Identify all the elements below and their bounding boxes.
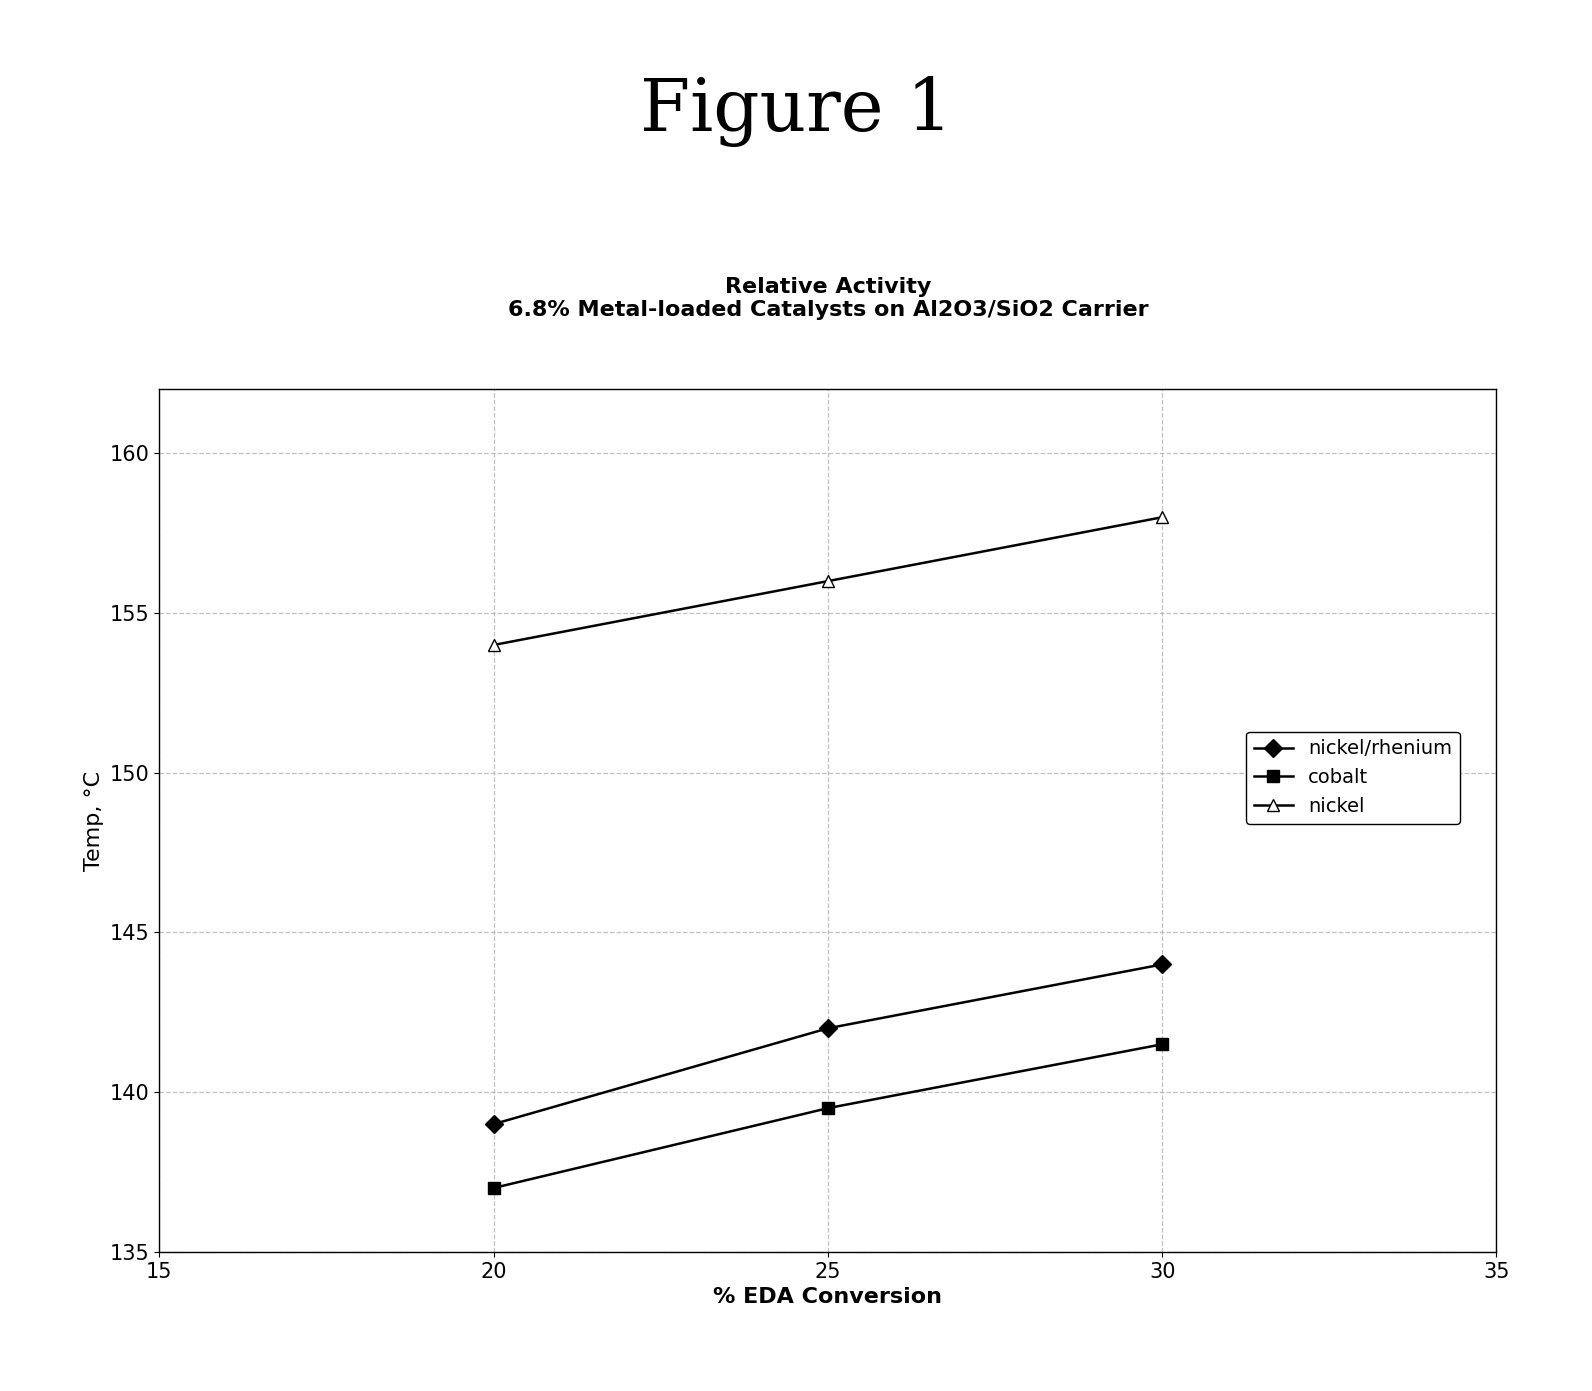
cobalt xyxy=(818,1100,837,1117)
Line: nickel: nickel xyxy=(487,510,1169,651)
Text: Figure 1: Figure 1 xyxy=(640,75,952,147)
Line: nickel/rhenium: nickel/rhenium xyxy=(487,958,1169,1131)
nickel xyxy=(484,637,503,654)
cobalt xyxy=(484,1180,503,1196)
Text: Relative Activity
6.8% Metal-loaded Catalysts on Al2O3/SiO2 Carrier: Relative Activity 6.8% Metal-loaded Cata… xyxy=(508,277,1148,320)
Legend: nickel/rhenium, cobalt, nickel: nickel/rhenium, cobalt, nickel xyxy=(1247,732,1460,823)
Line: cobalt: cobalt xyxy=(487,1038,1169,1195)
cobalt xyxy=(1153,1036,1172,1053)
Y-axis label: Temp, °C: Temp, °C xyxy=(84,771,103,871)
nickel xyxy=(818,573,837,590)
nickel/rhenium xyxy=(818,1020,837,1036)
X-axis label: % EDA Conversion: % EDA Conversion xyxy=(713,1287,942,1308)
nickel/rhenium xyxy=(484,1116,503,1132)
nickel/rhenium xyxy=(1153,956,1172,972)
nickel xyxy=(1153,509,1172,526)
